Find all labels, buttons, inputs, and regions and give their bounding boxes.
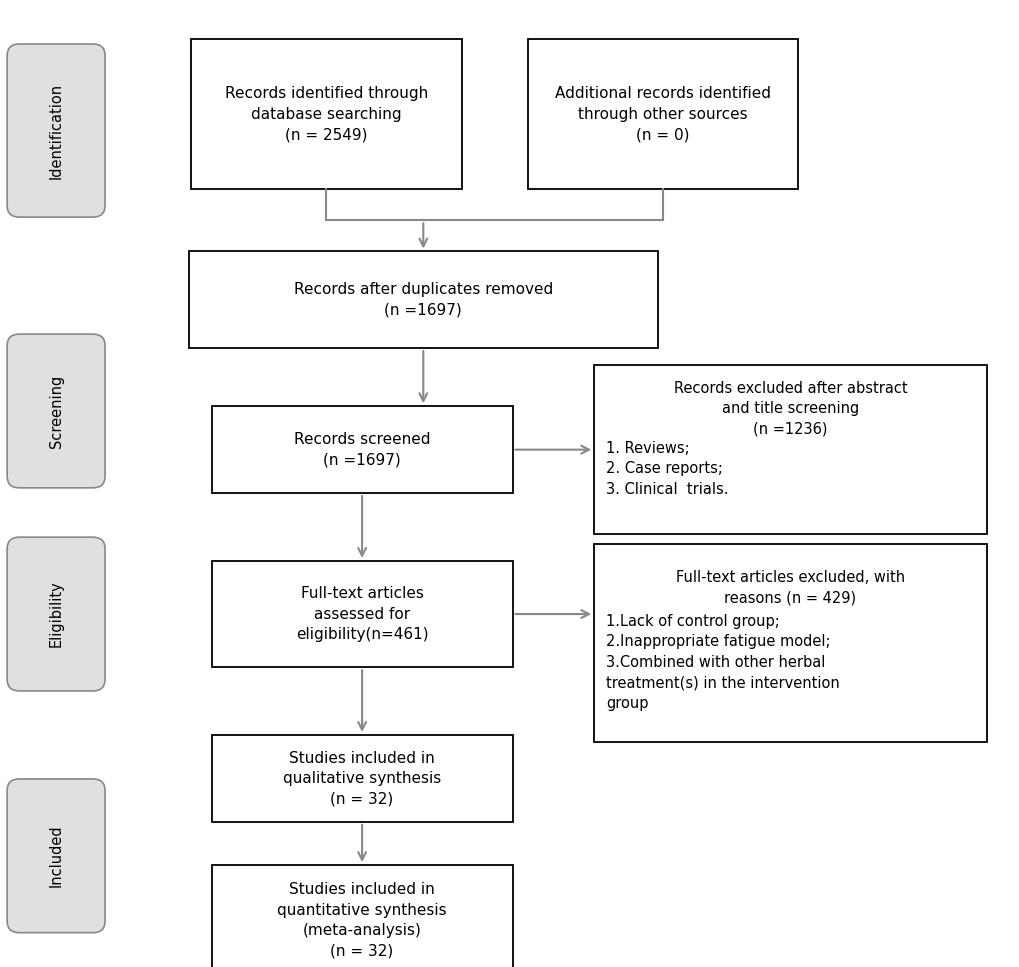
FancyBboxPatch shape <box>7 537 105 690</box>
Text: Records excluded after abstract
and title screening
(n =1236): Records excluded after abstract and titl… <box>673 381 907 436</box>
Text: Eligibility: Eligibility <box>49 580 63 648</box>
FancyBboxPatch shape <box>212 406 512 493</box>
FancyBboxPatch shape <box>212 864 512 967</box>
FancyBboxPatch shape <box>594 543 986 743</box>
FancyBboxPatch shape <box>594 365 986 534</box>
Text: 1. Reviews;
2. Case reports;
3. Clinical  trials.: 1. Reviews; 2. Case reports; 3. Clinical… <box>606 441 729 497</box>
Text: Records after duplicates removed
(n =1697): Records after duplicates removed (n =169… <box>293 282 552 317</box>
FancyBboxPatch shape <box>7 335 105 487</box>
Text: Identification: Identification <box>49 82 63 179</box>
FancyBboxPatch shape <box>7 779 105 932</box>
FancyBboxPatch shape <box>7 44 105 217</box>
Text: 1.Lack of control group;
2.Inappropriate fatigue model;
3.Combined with other he: 1.Lack of control group; 2.Inappropriate… <box>606 614 840 711</box>
Text: Studies included in
quantitative synthesis
(meta-analysis)
(n = 32): Studies included in quantitative synthes… <box>277 883 446 958</box>
Text: Records screened
(n =1697): Records screened (n =1697) <box>293 432 430 467</box>
FancyBboxPatch shape <box>212 735 512 822</box>
FancyBboxPatch shape <box>212 561 512 667</box>
FancyBboxPatch shape <box>189 251 657 348</box>
Text: Studies included in
qualitative synthesis
(n = 32): Studies included in qualitative synthesi… <box>282 750 441 806</box>
Text: Included: Included <box>49 825 63 887</box>
Text: Records identified through
database searching
(n = 2549): Records identified through database sear… <box>224 86 428 142</box>
FancyBboxPatch shape <box>192 39 462 189</box>
FancyBboxPatch shape <box>528 39 798 189</box>
Text: Full-text articles excluded, with
reasons (n = 429): Full-text articles excluded, with reason… <box>676 570 904 605</box>
Text: Additional records identified
through other sources
(n = 0): Additional records identified through ot… <box>554 86 770 142</box>
Text: Screening: Screening <box>49 374 63 448</box>
Text: Full-text articles
assessed for
eligibility(n=461): Full-text articles assessed for eligibil… <box>296 586 428 642</box>
